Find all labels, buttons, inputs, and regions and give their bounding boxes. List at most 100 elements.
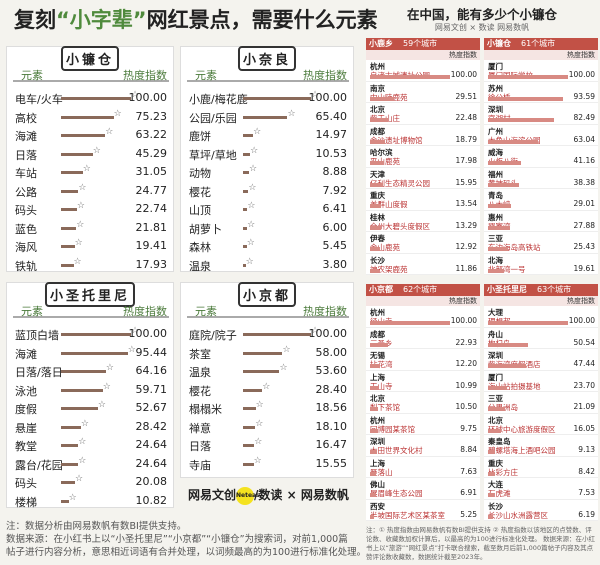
row-city: 哈尔滨 xyxy=(370,148,393,157)
row-value: 19.61 xyxy=(573,263,595,273)
bar-category: 电车/火车 xyxy=(15,93,63,106)
table-row: 威海火炬八街41.16 xyxy=(484,146,598,168)
row-bar xyxy=(370,161,385,165)
table-row: 杭州径山寺100.00 xyxy=(366,306,480,328)
bar-category: 胡萝卜 xyxy=(189,222,222,236)
row-city: 上海 xyxy=(370,372,385,382)
col-element-label: 元素 xyxy=(21,305,43,318)
row-bar xyxy=(488,182,519,187)
row-spot: 拈花湾 xyxy=(370,360,393,369)
bar-category: 森林 xyxy=(189,241,211,254)
bar-row: 日落 ☆ 16.47 xyxy=(187,434,349,456)
row-bar xyxy=(370,139,386,144)
row-bar xyxy=(370,268,380,273)
row-bar xyxy=(488,428,501,433)
table-row: 惠州巽寮湾27.88 xyxy=(484,211,598,232)
row-spot: 金山鹿苑 xyxy=(370,243,400,252)
bar-row: 公路 ☆ 24.77 xyxy=(13,180,169,202)
table-header: 小圣托里尼 63个城市 xyxy=(484,284,598,296)
bar-category: 楼梯 xyxy=(15,495,37,509)
row-spot: 梨下茶馆 xyxy=(370,403,400,412)
bar-value: 10.82 xyxy=(135,493,168,507)
row-value: 18.79 xyxy=(455,134,477,144)
table-row: 哈尔滨 平山鹿苑 17.98 xyxy=(366,146,480,168)
star-icon: ☆ xyxy=(68,492,77,503)
row-city: 南京 xyxy=(370,83,385,93)
bar-value: 18.56 xyxy=(315,401,348,414)
bar-row: 泳池 ☆ 59.71 xyxy=(13,379,169,401)
bar-row: 车站 ☆ 31.05 xyxy=(13,161,169,183)
star-icon: ☆ xyxy=(247,201,256,211)
bar-category: 日落 xyxy=(189,440,211,453)
column-header: 元素 热度指数 xyxy=(187,65,349,82)
row-bar xyxy=(370,342,389,347)
row-value: 29.01 xyxy=(573,199,595,208)
bar-category: 鹿饼 xyxy=(189,130,211,143)
bar-category: 日落 xyxy=(15,148,37,162)
table-row: 上海 玉山寺 10.99 xyxy=(366,371,480,392)
table-row: 杭州良渚古城遗址公园100.00 xyxy=(366,60,480,82)
bar-category: 露台/花园 xyxy=(15,458,63,472)
row-value: 22.93 xyxy=(455,337,477,347)
bar-row: 樱花 ☆ 28.40 xyxy=(187,379,349,401)
bar-row: 悬崖 ☆ 28.42 xyxy=(13,416,169,438)
row-value: 10.50 xyxy=(455,402,477,411)
bar xyxy=(243,245,247,248)
bar-row: 度假 ☆ 52.67 xyxy=(13,397,169,419)
bar xyxy=(61,499,69,503)
bar-row: 码头 ☆ 22.74 xyxy=(13,198,169,220)
table-title: 小京都 xyxy=(369,285,393,294)
row-spot: 环球中心旅游度假区 xyxy=(488,424,556,434)
star-icon: ☆ xyxy=(253,455,262,466)
table-row: 广州大角山海滨公园63.04 xyxy=(484,125,598,146)
col-index-label: 热度指数 xyxy=(303,305,347,318)
row-city: 三亚 xyxy=(488,234,503,243)
bar xyxy=(61,189,79,193)
row-bar xyxy=(370,247,381,251)
bar-value: 7.92 xyxy=(322,183,348,197)
row-bar xyxy=(488,385,507,390)
row-bar xyxy=(488,407,505,411)
row-value: 10.99 xyxy=(455,380,477,390)
row-city: 深圳 xyxy=(488,105,503,114)
table-row: 北京紫玉山庄22.48 xyxy=(366,103,480,125)
row-city: 秦皇岛 xyxy=(488,437,511,446)
table-row: 大连 石虎滩 7.53 xyxy=(484,478,598,500)
bar-category: 悬崖 xyxy=(15,421,37,435)
row-bar xyxy=(370,385,379,390)
bar xyxy=(243,171,250,174)
row-value: 63.04 xyxy=(573,134,595,144)
row-city: 三亚 xyxy=(488,394,503,403)
row-city: 佛山 xyxy=(370,480,385,489)
bar-row: 庭院/院子 ☆ 100.00 xyxy=(187,323,349,345)
row-city: 苏州 xyxy=(488,83,503,93)
right-subtitle: 网易文创 × 数读 网易数帆 xyxy=(434,23,530,32)
bar-category: 泳池 xyxy=(15,384,37,398)
col-element-label: 元素 xyxy=(195,69,217,82)
row-city: 杭州 xyxy=(370,308,385,317)
row-spot: 回博园某茶馆 xyxy=(370,424,415,434)
bar-value: 17.93 xyxy=(135,257,168,271)
bar-category: 公路 xyxy=(15,185,37,199)
star-icon: ☆ xyxy=(97,400,106,410)
bar-category: 教堂 xyxy=(15,440,37,453)
bar-row: 鹿饼 ☆ 14.97 xyxy=(187,124,349,146)
row-bar xyxy=(488,514,493,519)
row-spot: 展眉峰生态公园 xyxy=(370,489,423,498)
bar-row: 日落 ☆ 45.29 xyxy=(13,143,169,165)
bar-row: 日落/落日 ☆ 64.16 xyxy=(13,360,169,382)
bar xyxy=(61,351,128,355)
bar-value: 59.71 xyxy=(135,382,168,396)
table-title: 小圣托里尼 xyxy=(487,285,527,294)
row-bar xyxy=(370,450,378,454)
row-bar xyxy=(370,321,450,325)
bar-row: 榻榻米 ☆ 18.56 xyxy=(187,397,349,419)
star-icon: ☆ xyxy=(247,219,256,230)
bar-category: 樱花 xyxy=(189,185,211,199)
bar xyxy=(243,425,256,429)
chart-title: 小京都 xyxy=(237,282,297,307)
bar xyxy=(61,152,93,156)
row-spot: 大田世界文化村 xyxy=(370,446,423,455)
bar-value: 24.64 xyxy=(135,438,168,451)
bar-row: 温泉 ☆ 53.60 xyxy=(187,360,349,382)
